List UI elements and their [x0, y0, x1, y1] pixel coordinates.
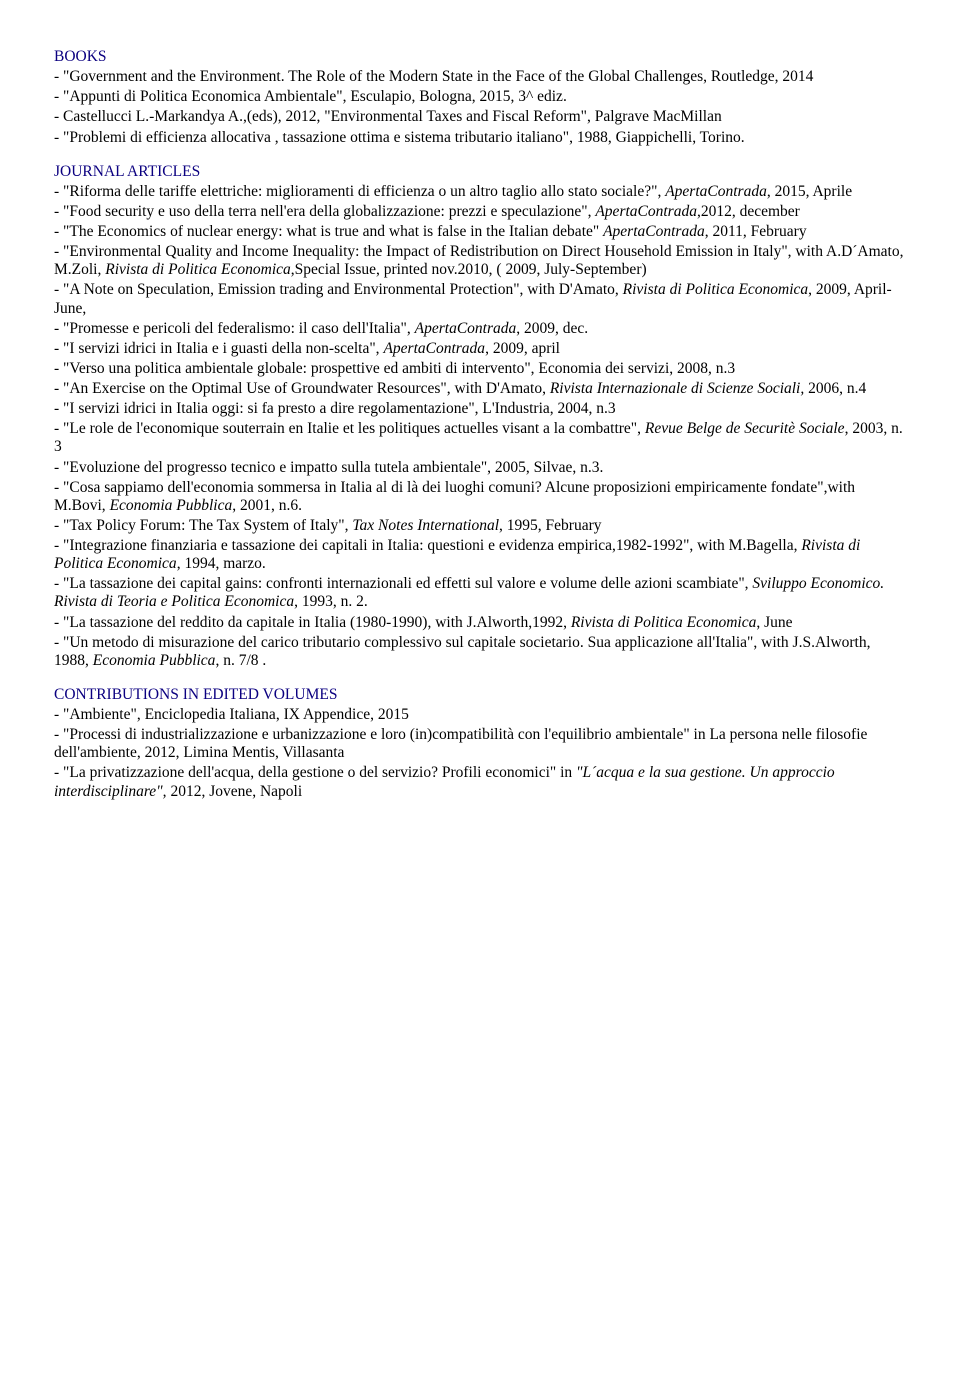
- journal-item: - "Promesse e pericoli del federalismo: …: [54, 320, 906, 338]
- book-item: - "Government and the Environment. The R…: [54, 68, 906, 86]
- journal-item: - "Tax Policy Forum: The Tax System of I…: [54, 517, 906, 535]
- journal-item: - "Environmental Quality and Income Ineq…: [54, 243, 906, 279]
- contribution-item: - "La privatizzazione dell'acqua, della …: [54, 764, 906, 800]
- journal-item: - "The Economics of nuclear energy: what…: [54, 223, 906, 241]
- journal-section: JOURNAL ARTICLES - "Riforma delle tariff…: [54, 163, 906, 670]
- journal-item: - "Le role de l'economique souterrain en…: [54, 420, 906, 456]
- book-item: - Castellucci L.-Markandya A.,(eds), 201…: [54, 108, 906, 126]
- book-item: - "Problemi di efficienza allocativa , t…: [54, 129, 906, 147]
- journal-item: - "I servizi idrici in Italia e i guasti…: [54, 340, 906, 358]
- contribution-item: - "Ambiente", Enciclopedia Italiana, IX …: [54, 706, 906, 724]
- journal-item: - "Riforma delle tariffe elettriche: mig…: [54, 183, 906, 201]
- journal-item: - "Food security e uso della terra nell'…: [54, 203, 906, 221]
- journal-item: - "I servizi idrici in Italia oggi: si f…: [54, 400, 906, 418]
- books-section: BOOKS - "Government and the Environment.…: [54, 48, 906, 147]
- book-item: - "Appunti di Politica Economica Ambient…: [54, 88, 906, 106]
- journal-item: - "Verso una politica ambientale globale…: [54, 360, 906, 378]
- contributions-section: CONTRIBUTIONS IN EDITED VOLUMES - "Ambie…: [54, 686, 906, 801]
- contribution-item: - "Processi di industrializzazione e urb…: [54, 726, 906, 762]
- contributions-heading: CONTRIBUTIONS IN EDITED VOLUMES: [54, 686, 906, 704]
- journal-item: - "A Note on Speculation, Emission tradi…: [54, 281, 906, 317]
- journal-item: - "La tassazione del reddito da capitale…: [54, 614, 906, 632]
- journal-item: - "Un metodo di misurazione del carico t…: [54, 634, 906, 670]
- journal-item: - "An Exercise on the Optimal Use of Gro…: [54, 380, 906, 398]
- journal-heading: JOURNAL ARTICLES: [54, 163, 906, 181]
- journal-item: - "Cosa sappiamo dell'economia sommersa …: [54, 479, 906, 515]
- books-heading: BOOKS: [54, 48, 906, 66]
- journal-item: - "Integrazione finanziaria e tassazione…: [54, 537, 906, 573]
- journal-item: - "Evoluzione del progresso tecnico e im…: [54, 459, 906, 477]
- journal-item: - "La tassazione dei capital gains: conf…: [54, 575, 906, 611]
